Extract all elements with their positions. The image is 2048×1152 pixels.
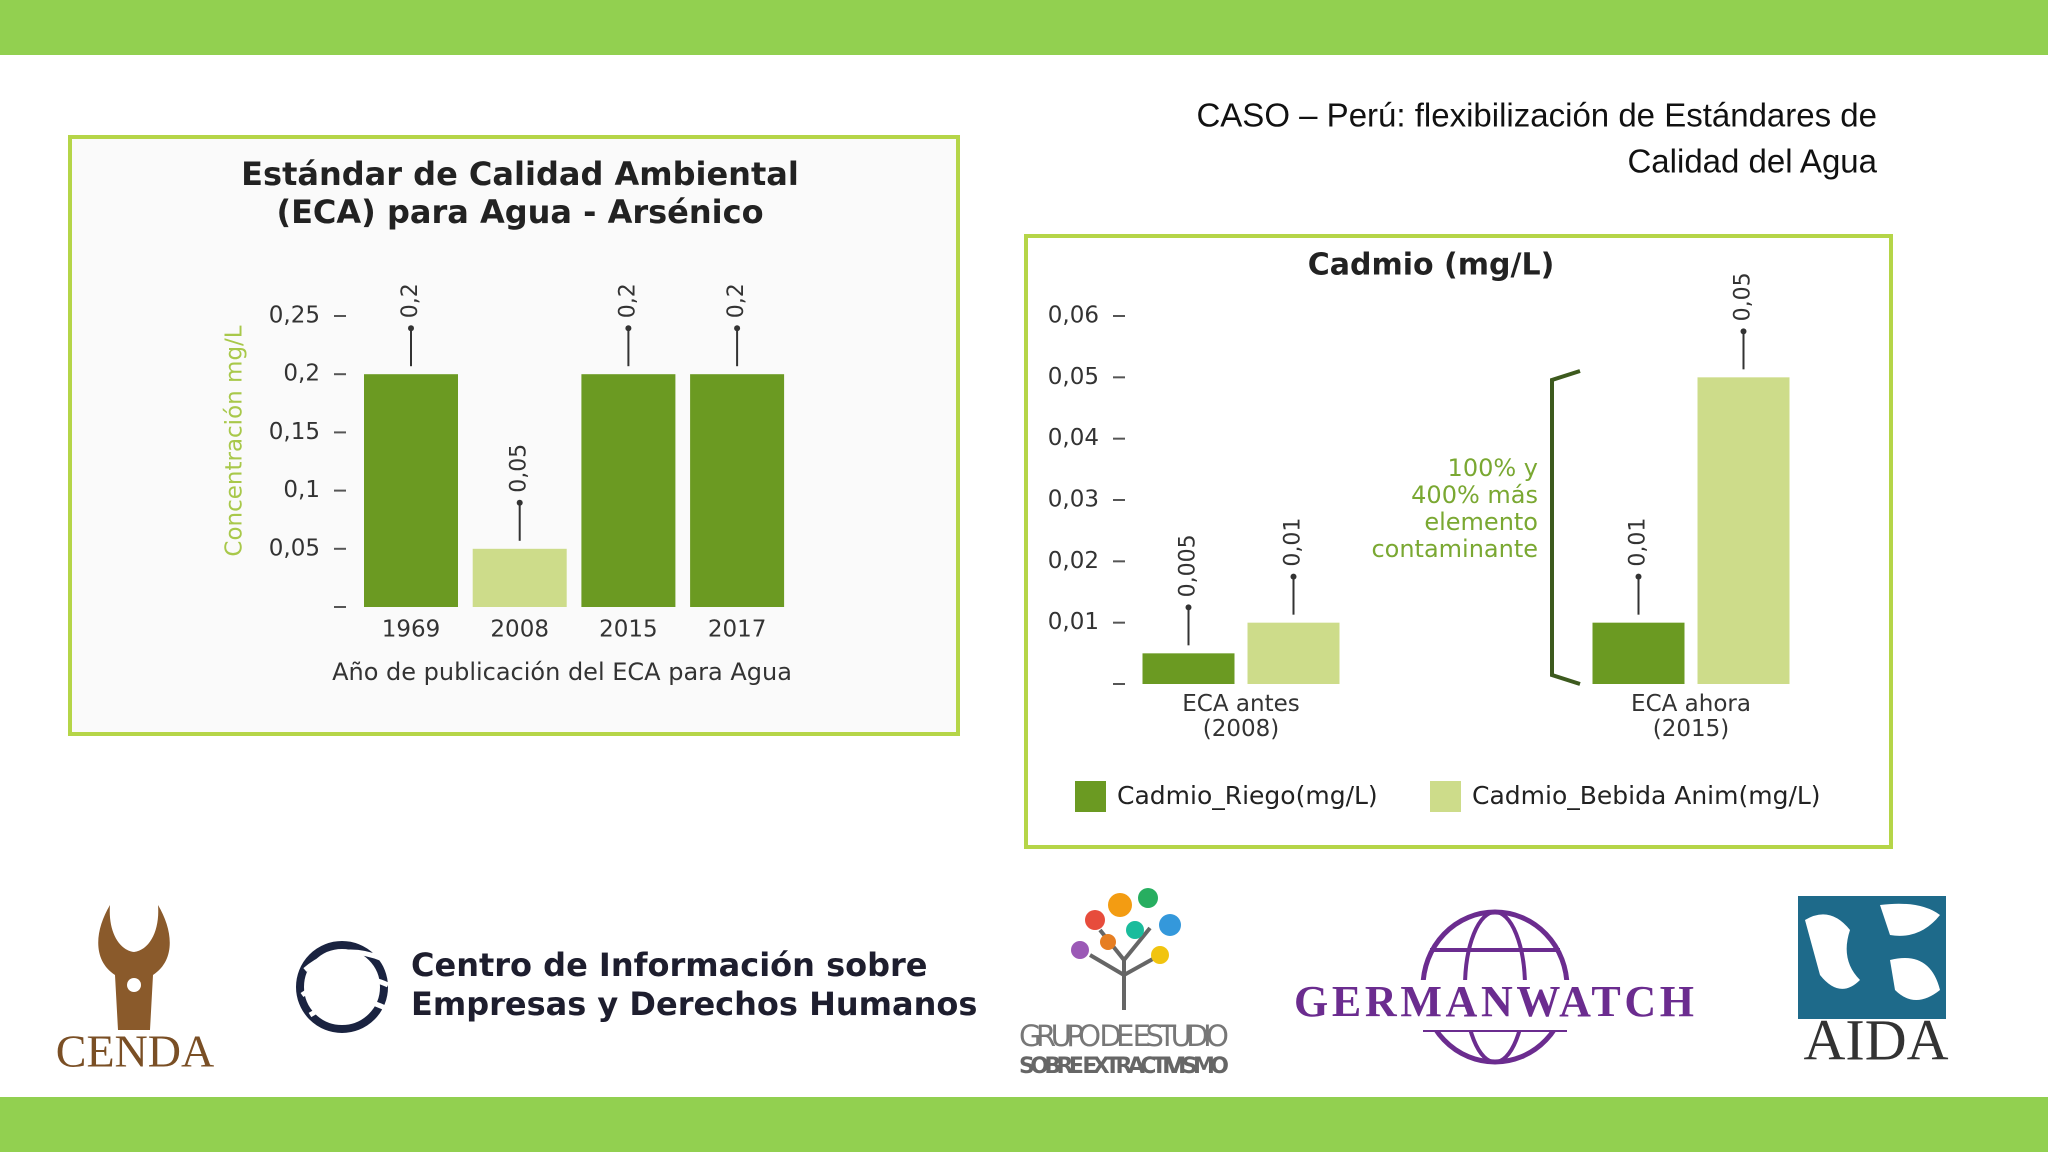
y-tick-label: 0,03 [1048,487,1099,513]
label-pin-dot [1635,573,1642,580]
tree-leaf [1071,941,1089,959]
globe-lines [300,949,390,1018]
label-pin-dot [408,325,414,332]
label-pin-dot [1185,604,1192,611]
label-pin-dot [516,499,523,506]
tree-leaf [1126,921,1144,939]
grupo-text: GRUPO DE ESTUDIO [1019,1019,1229,1053]
value-label: 0,2 [398,283,423,318]
annotation: contaminante [1371,535,1538,563]
label-pin-dot [734,325,741,332]
legend-swatch [1430,781,1461,812]
germanwatch-text: GERMANWATCH [1294,977,1694,1026]
x-tick-label: 1969 [382,617,441,643]
germanwatch-logo: GERMANWATCH [1290,909,1700,1065]
bar [1592,622,1685,684]
bracket [1550,369,1581,686]
chart-title: Estándar de Calidad Ambiental [241,155,799,193]
annotation: elemento [1424,508,1538,536]
y-tick-label: 0,15 [269,419,320,445]
globe-icon [296,941,388,1033]
slide-title: CASO – Perú: flexibilización de Estándar… [1196,97,1877,134]
tree-leaf [1151,946,1169,964]
label-pin-dot [1290,573,1297,580]
x-axis-label: Año de publicación del ECA para Agua [332,658,792,686]
top-band [0,0,2048,55]
value-label: 0,2 [724,283,749,318]
aida-continents [1805,903,1940,1000]
text-bg [1290,980,1700,1030]
value-label: 0,05 [1731,272,1756,321]
y-tick-label: 0,25 [269,303,320,329]
legend-label: Cadmio_Bebida Anim(mg/L) [1472,781,1821,810]
centro-text: Centro de Información sobre [411,946,928,984]
aida-logo: AIDA [1798,896,1949,1072]
value-label: 0,01 [1626,518,1651,567]
legend-label: Cadmio_Riego(mg/L) [1117,781,1378,810]
legend-swatch [1075,781,1106,812]
aida-text: AIDA [1804,1007,1949,1072]
bar [581,374,676,607]
bar [690,374,785,607]
annotation: 100% y [1448,454,1538,482]
tree-trunk [1088,926,1161,1010]
grupo-logo: GRUPO DE ESTUDIO SOBRE EXTRACTIVISMO [1019,888,1229,1079]
value-label: 0,005 [1176,534,1201,597]
y-tick-label: 0,2 [283,361,320,387]
chart-frame [68,135,960,736]
y-tick-label: 0,04 [1048,425,1099,451]
bar [1697,377,1790,684]
label-pin-dot [1740,328,1747,335]
tree-leaf [1138,888,1158,908]
value-label: 0,05 [507,444,532,493]
value-label: 0,2 [615,283,640,318]
y-tick-label: 0,05 [1048,364,1099,390]
tree-leaf [1159,914,1181,936]
bar [1247,622,1340,684]
x-tick-label: ECA ahora (2015) [1631,691,1751,742]
x-tick-label: 2017 [708,617,767,643]
cenda-icon [98,905,170,1030]
grupo-text: SOBRE EXTRACTIVISMO [1019,1054,1229,1079]
x-tick-label: ECA antes (2008) [1182,691,1300,742]
chart-title: Cadmio (mg/L) [1308,248,1555,283]
tree-leaf [1100,934,1116,950]
centro-text: Empresas y Derechos Humanos [411,985,977,1023]
cenda-icon-dot [127,978,141,992]
chart-title: (ECA) para Agua - Arsénico [276,193,763,231]
bottom-band [0,1097,2048,1152]
slide-title: Calidad del Agua [1627,143,1877,180]
x-tick-label: 2008 [490,617,549,643]
x-tick-label: 2015 [599,617,658,643]
bar [1142,653,1235,684]
cenda-text: CENDA [56,1026,214,1077]
y-tick-label: 0,01 [1048,609,1099,635]
tree-leaf [1108,893,1132,917]
y-tick-label: 0,1 [283,477,320,503]
label-pin-dot [625,325,632,332]
centro-logo: Centro de Información sobre Empresas y D… [296,941,977,1033]
y-tick-label: 0,06 [1048,303,1099,329]
bar [472,548,567,607]
y-tick-label: 0,02 [1048,548,1099,574]
cenda-logo: CENDA [56,905,214,1077]
tree-leaf [1085,910,1105,930]
y-axis-label: Concentración mg/L [222,325,248,556]
bar [364,374,458,607]
annotation: 400% más [1411,481,1538,509]
y-tick-label: 0,05 [269,535,320,561]
value-label: 0,01 [1281,518,1306,567]
